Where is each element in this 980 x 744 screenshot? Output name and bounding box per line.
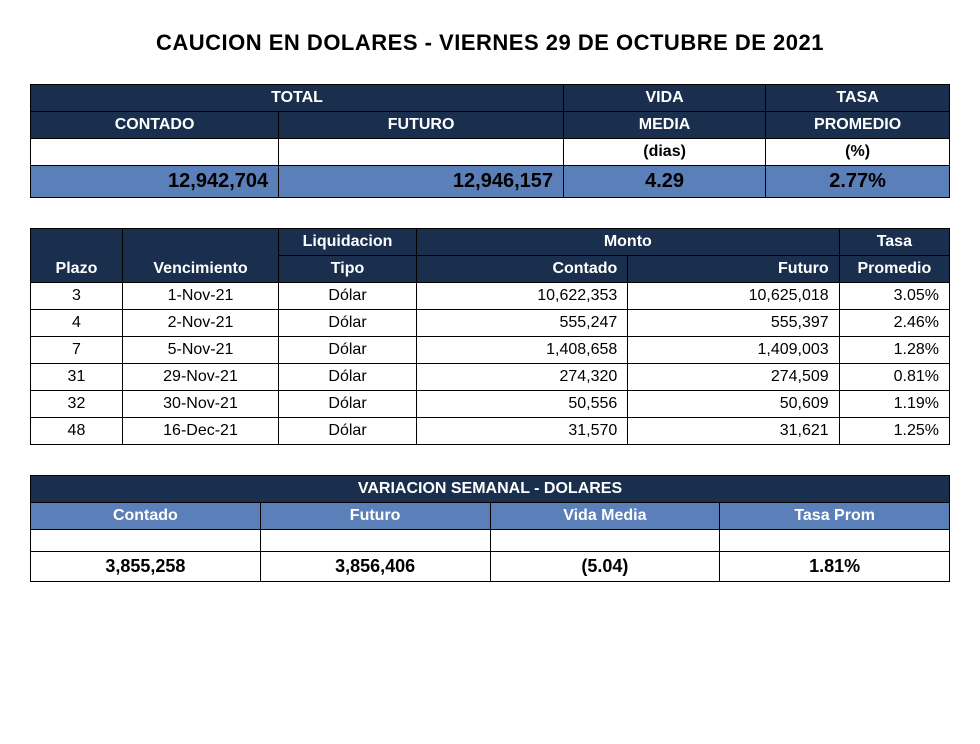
hdr-d-futuro: Futuro (628, 256, 839, 283)
cell-plazo: 32 (31, 391, 123, 418)
cell-tipo: Dólar (279, 391, 417, 418)
var-val-futuro: 3,856,406 (260, 552, 490, 582)
cell-futuro: 555,397 (628, 310, 839, 337)
var-val-contado: 3,855,258 (31, 552, 261, 582)
table-row: 75-Nov-21Dólar1,408,6581,409,0031.28% (31, 337, 950, 364)
var-gap (31, 530, 261, 552)
hdr-tasa: Tasa (839, 229, 949, 256)
cell-plazo: 48 (31, 418, 123, 445)
variation-table: VARIACION SEMANAL - DOLARES Contado Futu… (30, 475, 950, 582)
cell-tasa: 1.25% (839, 418, 949, 445)
cell-venc: 2-Nov-21 (122, 310, 278, 337)
cell-tasa: 0.81% (839, 364, 949, 391)
hdr-promedio: PROMEDIO (766, 112, 950, 139)
table-row: 31-Nov-21Dólar10,622,35310,625,0183.05% (31, 283, 950, 310)
cell-tasa: 1.19% (839, 391, 949, 418)
cell-venc: 16-Dec-21 (122, 418, 278, 445)
var-hdr-tasa: Tasa Prom (720, 503, 950, 530)
hdr-prom: Promedio (839, 256, 949, 283)
cell-tipo: Dólar (279, 364, 417, 391)
cell-futuro: 31,621 (628, 418, 839, 445)
hdr-total: TOTAL (31, 85, 564, 112)
hdr-monto: Monto (416, 229, 839, 256)
sub-pct: (%) (766, 139, 950, 166)
page-title: CAUCION EN DOLARES - VIERNES 29 DE OCTUB… (30, 30, 950, 56)
cell-tipo: Dólar (279, 283, 417, 310)
var-hdr-vida: Vida Media (490, 503, 720, 530)
var-hdr-contado: Contado (31, 503, 261, 530)
cell-contado: 1,408,658 (416, 337, 627, 364)
cell-plazo: 31 (31, 364, 123, 391)
hdr-d-contado: Contado (416, 256, 627, 283)
cell-tipo: Dólar (279, 310, 417, 337)
cell-plazo: 7 (31, 337, 123, 364)
var-val-tasa: 1.81% (720, 552, 950, 582)
cell-contado: 50,556 (416, 391, 627, 418)
table-row: 3129-Nov-21Dólar274,320274,5090.81% (31, 364, 950, 391)
hdr-tasa: TASA (766, 85, 950, 112)
var-val-vida: (5.04) (490, 552, 720, 582)
cell-venc: 29-Nov-21 (122, 364, 278, 391)
hdr-futuro: FUTURO (279, 112, 564, 139)
cell-tipo: Dólar (279, 337, 417, 364)
hdr-contado: CONTADO (31, 112, 279, 139)
cell-contado: 274,320 (416, 364, 627, 391)
val-vida: 4.29 (564, 166, 766, 198)
cell-contado: 555,247 (416, 310, 627, 337)
table-row: 4816-Dec-21Dólar31,57031,6211.25% (31, 418, 950, 445)
table-row: 42-Nov-21Dólar555,247555,3972.46% (31, 310, 950, 337)
cell-futuro: 274,509 (628, 364, 839, 391)
cell-tipo: Dólar (279, 418, 417, 445)
cell-tasa: 3.05% (839, 283, 949, 310)
sub-blank1 (31, 139, 279, 166)
val-tasa: 2.77% (766, 166, 950, 198)
cell-plazo: 3 (31, 283, 123, 310)
cell-plazo: 4 (31, 310, 123, 337)
val-contado: 12,942,704 (31, 166, 279, 198)
cell-futuro: 10,625,018 (628, 283, 839, 310)
cell-futuro: 1,409,003 (628, 337, 839, 364)
cell-venc: 5-Nov-21 (122, 337, 278, 364)
cell-futuro: 50,609 (628, 391, 839, 418)
hdr-plazo: Plazo (31, 229, 123, 283)
summary-table: TOTAL VIDA TASA CONTADO FUTURO MEDIA PRO… (30, 84, 950, 198)
hdr-venc: Vencimiento (122, 229, 278, 283)
cell-contado: 31,570 (416, 418, 627, 445)
sub-dias: (dias) (564, 139, 766, 166)
cell-venc: 30-Nov-21 (122, 391, 278, 418)
cell-venc: 1-Nov-21 (122, 283, 278, 310)
detail-table: Plazo Vencimiento Liquidacion Monto Tasa… (30, 228, 950, 445)
table-row: 3230-Nov-21Dólar50,55650,6091.19% (31, 391, 950, 418)
sub-blank2 (279, 139, 564, 166)
cell-contado: 10,622,353 (416, 283, 627, 310)
cell-tasa: 2.46% (839, 310, 949, 337)
hdr-media: MEDIA (564, 112, 766, 139)
var-hdr-futuro: Futuro (260, 503, 490, 530)
var-title: VARIACION SEMANAL - DOLARES (31, 476, 950, 503)
cell-tasa: 1.28% (839, 337, 949, 364)
val-futuro: 12,946,157 (279, 166, 564, 198)
hdr-vida: VIDA (564, 85, 766, 112)
hdr-tipo: Tipo (279, 256, 417, 283)
hdr-liq: Liquidacion (279, 229, 417, 256)
